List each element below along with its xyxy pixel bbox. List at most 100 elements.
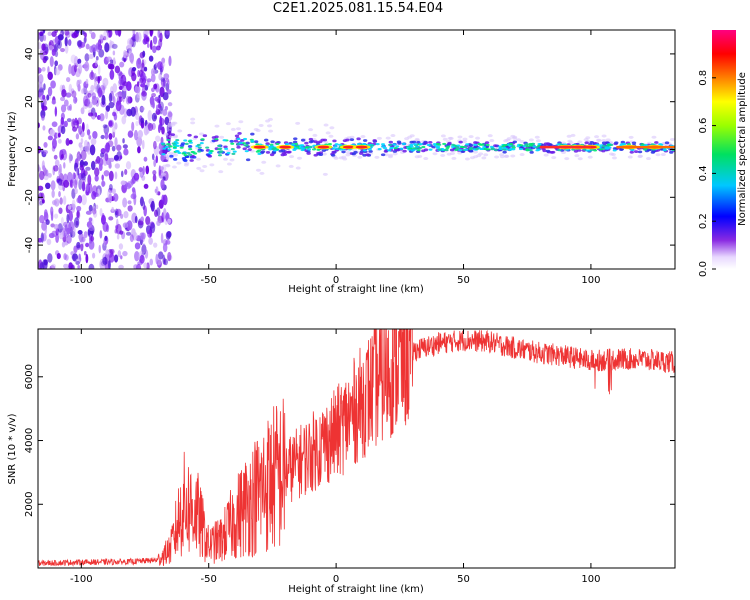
spectrogram-noise-cell	[119, 61, 125, 68]
spectrogram-noise-cell	[60, 154, 64, 159]
spectrogram-noise-cell	[150, 73, 156, 83]
spectrogram-noise-cell	[51, 189, 55, 198]
spectrogram-noise-cell	[55, 233, 59, 244]
spectrogram-noise-cell	[49, 56, 54, 67]
spectrogram-core-cell	[307, 148, 312, 151]
spectrogram-noise-cell	[60, 104, 67, 113]
spectrogram-noise-cell	[148, 237, 153, 245]
spectrogram-band-cell	[304, 141, 309, 145]
spectrogram-noise-cell	[111, 43, 118, 49]
spectrogram-noise-cell	[115, 225, 119, 230]
spectrogram-noise-cell	[90, 235, 95, 242]
spectrogram-noise-cell	[152, 45, 157, 54]
spectrogram-halo-cell	[226, 162, 232, 166]
spectrogram-noise-cell	[159, 115, 163, 126]
spectrogram-noise-cell	[153, 140, 157, 150]
spectrogram-noise-cell	[61, 89, 67, 98]
spectrogram-halo-cell	[295, 121, 301, 125]
spectrogram-band-cell	[631, 141, 637, 145]
spectrogram-noise-cell	[57, 39, 62, 49]
spectrogram-noise-cell	[119, 79, 125, 90]
spectrogram-core-cell	[167, 148, 172, 151]
spectrogram-band-cell	[614, 141, 619, 145]
spectrogram-noise-cell	[75, 30, 80, 34]
spectrogram-noise-cell	[136, 136, 143, 147]
spectrogram-noise-cell	[104, 132, 109, 140]
spectrogram-noise-cell	[81, 236, 86, 243]
spectrogram-noise-cell	[68, 139, 73, 145]
spectrogram-noise-cell	[91, 44, 97, 52]
spectrogram-peak	[279, 145, 292, 149]
spectrogram-core-cell	[184, 142, 189, 145]
spectrogram-core-cell	[205, 146, 210, 149]
spectrogram-core-cell	[498, 145, 503, 148]
spectrogram-noise-cell	[87, 92, 92, 98]
spectrogram-peak	[253, 145, 266, 149]
spectrogram-core-cell	[626, 143, 631, 146]
spectrogram-noise-cell	[43, 141, 48, 148]
spectrogram-core-cell	[294, 147, 299, 150]
spectrogram-noise-cell	[133, 264, 139, 269]
snr-x-tick-label: -100	[70, 574, 93, 585]
spectrogram-halo-cell	[225, 122, 231, 126]
spectrogram-core-cell	[464, 148, 469, 151]
spectrogram-halo-cell	[462, 140, 468, 144]
spectrogram-noise-cell	[62, 173, 68, 184]
spectrogram-noise-cell	[38, 170, 45, 181]
spectrogram-noise-cell	[131, 121, 135, 132]
spectrogram-noise-cell	[66, 234, 72, 244]
spectrogram-band-cell	[669, 150, 674, 154]
spectrogram-core-cell	[387, 149, 392, 152]
spectrogram-noise-cell	[167, 102, 173, 107]
spectrogram-noise-cell	[147, 229, 153, 238]
colorbar-tick-label: 0.2	[698, 213, 709, 229]
spectrogram-noise-cell	[120, 255, 123, 260]
spectrogram-band-cell	[543, 142, 549, 146]
spectrogram-core-cell	[469, 146, 474, 150]
spectrogram-noise-cell	[83, 231, 88, 238]
spectrogram-core-cell	[188, 148, 193, 151]
spectrogram-band-cell	[170, 133, 176, 137]
spectrogram-noise-cell	[167, 80, 170, 87]
spectrogram-core-cell	[463, 145, 468, 149]
spectrogram-halo-cell	[199, 132, 205, 136]
spectrogram-band-cell	[189, 159, 194, 162]
spectrogram-noise-cell	[112, 50, 116, 56]
spectrogram-band-cell	[193, 135, 199, 139]
spectrogram-core-cell	[612, 149, 617, 152]
spectrogram-noise-cell	[122, 250, 128, 257]
spectrogram-core-cell	[528, 149, 533, 152]
spectrogram-noise-cell	[153, 159, 157, 168]
spectrogram-noise-cell	[119, 155, 123, 160]
spectrogram-halo-cell	[392, 152, 398, 156]
spectrogram-halo-cell	[329, 126, 335, 130]
spectrogram-core-cell	[524, 143, 529, 146]
spectrogram-noise-cell	[90, 160, 96, 171]
spectrogram-noise-cell	[85, 166, 91, 171]
spectrogram-band-cell	[654, 141, 659, 144]
spectrogram-noise-cell	[157, 124, 161, 134]
spectrogram-halo-cell	[328, 134, 334, 138]
spectrogram-core-cell	[606, 143, 611, 146]
spectrogram-noise-cell	[85, 78, 89, 85]
spectrogram-noise-cell	[145, 37, 150, 42]
spectrogram-halo-cell	[440, 134, 446, 138]
spectrogram-noise-cell	[122, 138, 125, 144]
spectrogram-noise-cell	[39, 214, 45, 224]
spectrogram-halo-cell	[519, 140, 525, 144]
snr-x-tick-label: 0	[333, 574, 339, 585]
spectrogram-noise-cell	[109, 39, 112, 48]
spectrogram-noise-cell	[127, 205, 133, 212]
spectrogram-noise-cell	[113, 254, 119, 263]
spectrogram-core-cell	[535, 149, 540, 152]
spectrogram-halo-cell	[323, 140, 329, 144]
spectrogram-noise-cell	[57, 223, 63, 233]
spectrogram-noise-cell	[155, 155, 158, 164]
spectrogram-core-cell	[333, 145, 338, 148]
spectrogram-core-cell	[480, 143, 485, 146]
spectrogram-halo-cell	[360, 135, 366, 139]
spectrogram-noise-cell	[151, 153, 155, 161]
spectrogram-halo-cell	[268, 129, 274, 133]
spectrogram-noise-cell	[51, 263, 56, 269]
